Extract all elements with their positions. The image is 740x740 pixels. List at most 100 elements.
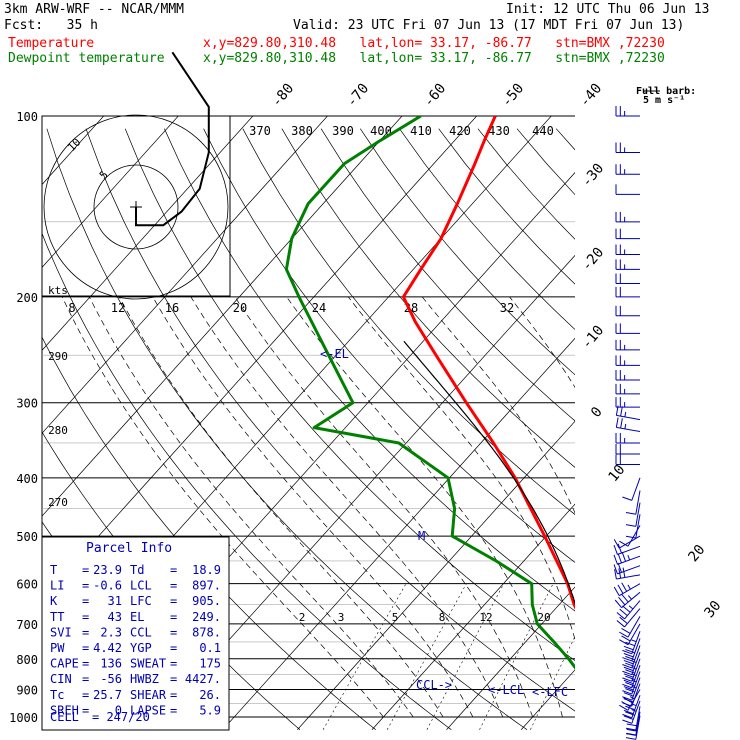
wind-barb-staff bbox=[624, 600, 641, 620]
wind-barb bbox=[615, 142, 640, 153]
wind-barb bbox=[615, 417, 641, 433]
wind-barb-half bbox=[631, 685, 637, 689]
parcel-info-equals: = bbox=[170, 610, 177, 624]
wind-barb bbox=[622, 665, 641, 689]
parcel-info-label: SREH bbox=[50, 703, 79, 717]
parcel-info-value: 2.3 bbox=[100, 625, 122, 639]
wind-barb bbox=[625, 502, 641, 527]
wind-barb-flag bbox=[615, 417, 619, 428]
wind-barb bbox=[613, 535, 641, 549]
wind-barb bbox=[615, 273, 640, 285]
wind-barb bbox=[615, 370, 640, 381]
isotherm bbox=[520, 669, 575, 730]
wind-barb-flag bbox=[622, 605, 631, 613]
wind-barb-staff bbox=[631, 683, 641, 707]
hodograph-speed-label: 8 bbox=[68, 301, 75, 315]
isotherm-label: -30 bbox=[579, 161, 608, 191]
wind-barb-staff bbox=[631, 638, 641, 662]
dry-adiabat bbox=[713, 129, 740, 730]
wind-barb bbox=[625, 706, 641, 731]
isotherm-label: -10 bbox=[579, 323, 608, 353]
moist-adiabat bbox=[606, 297, 683, 717]
wind-barb bbox=[614, 591, 641, 609]
hodograph-trace bbox=[135, 51, 210, 227]
hodograph-speed-label: 24 bbox=[312, 301, 326, 315]
wind-barb-staff bbox=[631, 671, 641, 695]
wind-barbs: Full barb:5 m s⁻¹ bbox=[613, 86, 696, 740]
wind-barb-staff bbox=[627, 689, 641, 711]
parcel-info-title: Parcel Info bbox=[86, 541, 172, 556]
parcel-info-equals: = bbox=[82, 610, 89, 624]
parcel-info-equals: = bbox=[170, 579, 177, 593]
wind-barb-flag bbox=[613, 564, 618, 575]
pressure-label-1000: 1000 bbox=[9, 711, 38, 725]
wind-barb-flag bbox=[615, 405, 619, 416]
parcel-info-equals: = bbox=[82, 594, 89, 608]
wind-barb-flag bbox=[622, 683, 632, 689]
hodograph-frame bbox=[41, 115, 231, 297]
dry-adiabat bbox=[164, 128, 575, 612]
mixing-ratio-line bbox=[322, 583, 407, 730]
wind-barb-flag bbox=[619, 631, 629, 638]
dry-adiabat bbox=[320, 128, 575, 422]
parcel-info-value: 18.9 bbox=[192, 563, 221, 577]
wind-barb-flag bbox=[623, 709, 634, 715]
isotherm-label: 0 bbox=[588, 404, 606, 421]
wind-barb-flag bbox=[618, 596, 626, 606]
wind-barb-flag bbox=[623, 673, 634, 678]
wind-barb-staff bbox=[631, 695, 641, 718]
mixing-ratio-label: 2 bbox=[299, 611, 306, 624]
isotherm-label: -20 bbox=[579, 245, 608, 275]
parcel-info-value: 897. bbox=[192, 579, 221, 593]
valid-time: Valid: 23 UTC Fri 07 Jun 13 (17 MDT Fri … bbox=[293, 18, 685, 33]
wind-barb-half bbox=[624, 423, 627, 429]
wind-barb-flag bbox=[623, 697, 633, 704]
wind-barb-half bbox=[631, 660, 637, 663]
dry-adiabat bbox=[124, 128, 575, 661]
parcel-info-label: LFC bbox=[130, 594, 152, 608]
wind-barb-half bbox=[629, 696, 635, 700]
moist-adiabat bbox=[286, 296, 563, 718]
moist-adiabat bbox=[152, 296, 474, 718]
parcel-info-label: Tc bbox=[50, 688, 64, 702]
dry-adiabat bbox=[360, 128, 575, 376]
wind-barb-staff bbox=[631, 665, 641, 688]
isotherm bbox=[42, 116, 328, 434]
wind-barb-flag bbox=[613, 539, 620, 549]
wind-barb-flag bbox=[623, 692, 634, 697]
wind-barb bbox=[625, 490, 641, 515]
mixing-ratio-line bbox=[426, 583, 505, 730]
wind-barb-half bbox=[631, 666, 637, 670]
wind-barb-flag bbox=[621, 627, 631, 634]
model-title: 3km ARW-WRF -- NCAR/MMM bbox=[4, 2, 185, 17]
wind-barb-staff bbox=[635, 514, 641, 539]
sounding-traces bbox=[284, 116, 575, 670]
wind-barb bbox=[622, 477, 641, 501]
wind-barb-staff bbox=[635, 502, 641, 527]
dry-adiabat bbox=[477, 128, 575, 240]
wind-barb-half bbox=[624, 411, 627, 418]
isotherm-label: -70 bbox=[344, 81, 373, 111]
wind-barb-flag bbox=[625, 705, 635, 711]
wind-barb-staff bbox=[631, 658, 641, 682]
hodograph-speed-label: 16 bbox=[165, 301, 179, 315]
moist-adiabat bbox=[89, 296, 414, 718]
wind-barb bbox=[625, 514, 641, 539]
wind-barb bbox=[619, 525, 641, 547]
wind-barb-flag bbox=[622, 664, 632, 669]
annotation-label: CCL-> bbox=[416, 678, 452, 692]
wind-barb-flag bbox=[621, 582, 628, 592]
wind-barb-half bbox=[627, 555, 631, 561]
parcel-info-value: 0 bbox=[115, 703, 122, 717]
wind-barb bbox=[622, 658, 641, 682]
wind-barb bbox=[615, 355, 640, 366]
barb-legend-label: Full barb: bbox=[636, 86, 696, 97]
wind-barb-staff bbox=[618, 535, 641, 549]
wind-barb bbox=[625, 715, 641, 740]
wind-barb-half bbox=[631, 639, 637, 643]
isotherm-label: 20 bbox=[685, 542, 708, 565]
pressure-label-700: 700 bbox=[16, 618, 38, 632]
wind-barb-flag bbox=[625, 648, 635, 654]
wind-barb-flag bbox=[625, 524, 636, 527]
